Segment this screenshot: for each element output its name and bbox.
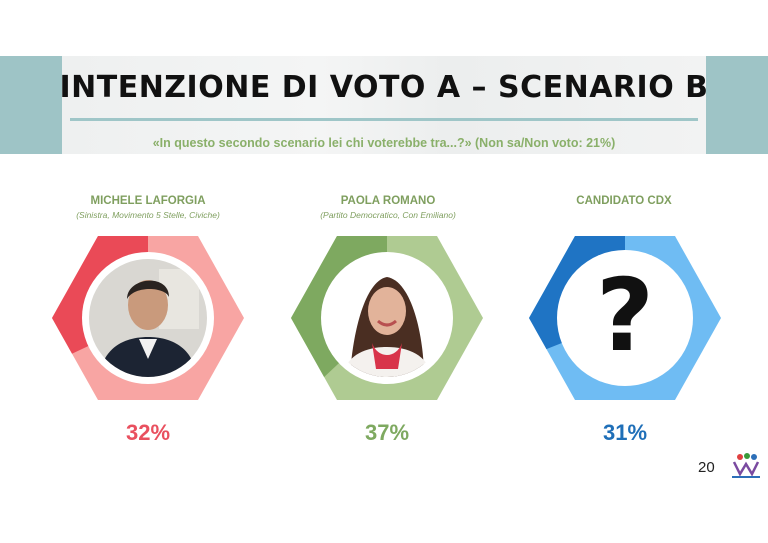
candidate-name: MICHELE LAFORGIA [90,195,206,207]
candidate-label-laforgia: MICHELE LAFORGIA (Sinistra, Movimento 5 … [38,195,258,220]
banner-divider [70,118,698,121]
page-number: 20 [698,459,715,476]
survey-question: «In questo secondo scenario lei chi vote… [152,136,616,150]
candidate-party: (Partito Democratico, Con Emiliano) [320,210,456,220]
institute-logo-icon [732,453,760,478]
header-banner [62,56,706,154]
candidate-label-romano: PAOLA ROMANO (Partito Democratico, Con E… [278,195,498,220]
banner-side-bar-right [706,56,768,154]
candidate-photo-laforgia [89,259,207,377]
question-mark-icon: ? [596,257,654,374]
percent-label-cdx: 31% [602,420,648,445]
candidate-name: CANDIDATO CDX [576,195,672,207]
candidate-name: PAOLA ROMANO [340,195,436,207]
hex-chart-cdx: ? [529,236,721,400]
candidate-photo-romano [328,259,446,377]
hex-share-segment-romano [291,236,387,400]
page-title: INTENZIONE DI VOTO A – SCENARIO B [59,70,709,105]
percent-label-laforgia: 32% [125,420,171,445]
candidate-party: (Sinistra, Movimento 5 Stelle, Civiche) [76,210,220,220]
percent-label-romano: 37% [364,420,410,445]
candidate-label-cdx: CANDIDATO CDX [514,195,734,210]
banner-side-bar-left [0,56,62,154]
hex-inner-circle [557,250,693,386]
